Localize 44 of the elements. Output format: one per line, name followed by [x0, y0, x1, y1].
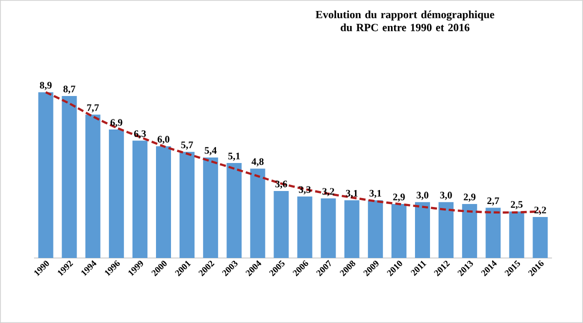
bar — [274, 190, 289, 258]
bar — [85, 114, 100, 258]
bar — [250, 168, 266, 258]
data-label: 5,4 — [204, 147, 217, 156]
data-label: 5,1 — [228, 152, 240, 161]
bar — [180, 152, 195, 258]
data-label: 6,9 — [110, 119, 122, 128]
bar — [38, 92, 54, 258]
data-label: 3,1 — [370, 190, 382, 198]
data-label: 7,7 — [87, 104, 99, 112]
data-label: 3,6 — [275, 180, 288, 189]
data-label: 4,8 — [252, 158, 264, 166]
data-label: 8,7 — [63, 86, 76, 94]
bar — [509, 211, 524, 258]
bar — [108, 130, 124, 258]
bar — [391, 204, 406, 258]
data-label: 8,9 — [40, 82, 52, 90]
bar — [486, 208, 501, 258]
bar — [344, 200, 360, 258]
bar — [415, 202, 430, 258]
bar — [226, 163, 242, 258]
bar — [368, 200, 383, 258]
data-label: 3,0 — [416, 192, 428, 200]
bar — [156, 146, 172, 258]
data-label: 2,7 — [487, 197, 500, 206]
data-label: 2,2 — [534, 206, 546, 215]
bar — [532, 217, 548, 258]
data-label: 2,9 — [464, 194, 476, 202]
chart-title: Evolution du rapport démographique du RPC entre 1990 et 2016 — [316, 10, 494, 32]
bar — [62, 96, 77, 258]
bar — [462, 204, 478, 258]
data-label: 3,1 — [346, 190, 358, 198]
bar — [438, 202, 454, 258]
data-label: 2,5 — [510, 201, 523, 210]
data-label: 6,0 — [158, 136, 170, 144]
bar — [297, 196, 312, 258]
bar — [203, 157, 218, 258]
bar — [320, 198, 336, 258]
data-label: 3,0 — [440, 192, 452, 200]
x-tick-label: 2011 — [410, 260, 426, 276]
bar — [132, 140, 148, 258]
data-label: 2,9 — [393, 194, 405, 202]
data-label: 6,3 — [134, 130, 146, 138]
data-label: 5,7 — [181, 142, 194, 150]
